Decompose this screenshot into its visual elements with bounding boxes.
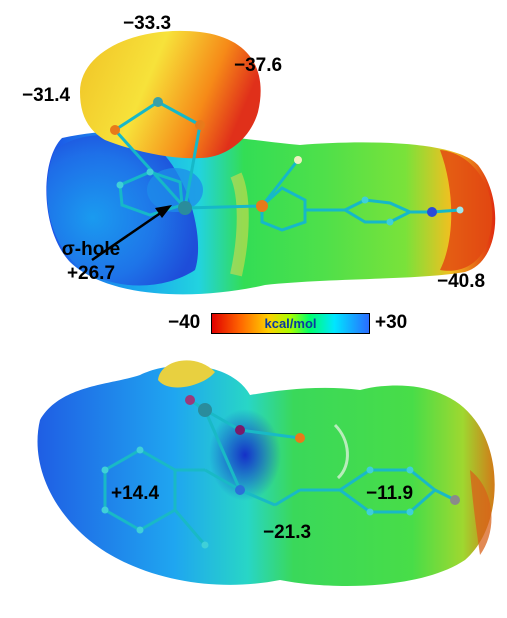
- label-value-d: −40.8: [437, 271, 486, 292]
- sigma-hole-label: σ-hole: [61, 239, 121, 260]
- sigma-hole-value: +26.7: [66, 263, 116, 284]
- color-scale-bar: kcal/mol: [211, 313, 370, 334]
- scale-min-label: −40: [168, 312, 201, 333]
- bottom-atoms: [101, 395, 460, 549]
- sigma-hole-arrow: [91, 205, 172, 262]
- label-value-a: −33.3: [123, 13, 172, 34]
- top-atoms: [110, 97, 464, 226]
- label-value-e: +14.4: [111, 483, 160, 504]
- label-value-g: −21.3: [263, 522, 312, 543]
- scale-max-label: +30: [375, 312, 408, 333]
- label-value-f: −11.9: [366, 483, 414, 504]
- label-value-b: −37.6: [234, 55, 283, 76]
- top-esp-surface: [46, 30, 496, 295]
- scale-unit-label: kcal/mol: [264, 316, 317, 331]
- label-value-c: −31.4: [22, 85, 71, 106]
